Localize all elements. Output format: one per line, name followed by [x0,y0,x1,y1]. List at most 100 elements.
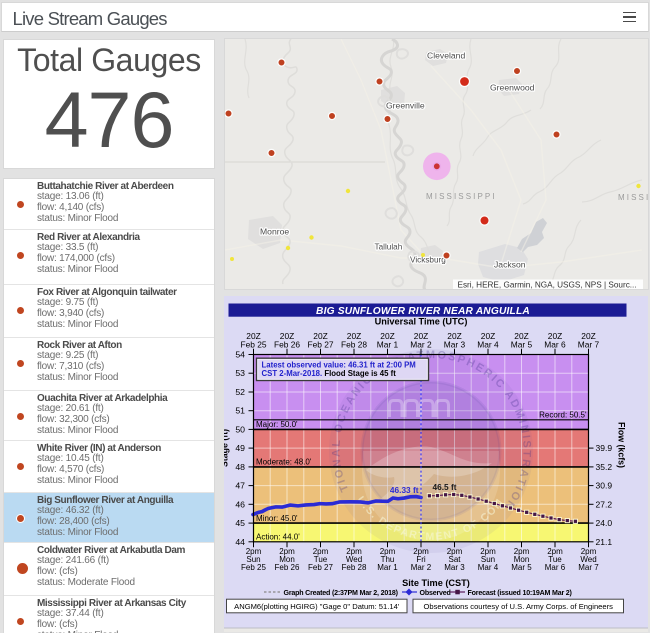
svg-text:20Z: 20Z [280,331,294,341]
svg-text:Feb 26: Feb 26 [274,339,300,349]
svg-text:20Z: 20Z [481,331,495,341]
svg-text:2pm: 2pm [380,547,396,556]
svg-text:Mar 1: Mar 1 [377,339,399,349]
svg-text:20Z: 20Z [548,331,562,341]
svg-text:20Z: 20Z [414,331,428,341]
svg-text:Greenwood: Greenwood [490,83,535,93]
svg-text:52: 52 [235,387,245,397]
svg-text:Feb 26: Feb 26 [275,563,300,572]
svg-text:20Z: 20Z [380,331,394,341]
svg-text:35.2: 35.2 [596,462,613,472]
svg-text:2pm: 2pm [480,547,496,556]
svg-text:Mar 2: Mar 2 [411,563,432,572]
svg-text:MISSISSIPPI: MISSISSIPPI [426,192,497,201]
svg-text:Vicksburg: Vicksburg [410,256,446,265]
svg-text:Mar 3: Mar 3 [444,563,465,572]
svg-text:Major: 50.0': Major: 50.0' [256,420,298,429]
svg-text:20Z: 20Z [447,331,461,341]
svg-text:46.33 ft: 46.33 ft [390,485,419,495]
svg-text:51: 51 [235,406,245,416]
svg-text:46.5 ft: 46.5 ft [433,482,457,492]
svg-text:Sun: Sun [246,555,260,564]
svg-text:Feb 28: Feb 28 [341,339,367,349]
svg-text:Feb 27: Feb 27 [308,563,333,572]
svg-text:20Z: 20Z [246,331,260,341]
svg-text:BIG SUNFLOWER RIVER NEAR ANGUI: BIG SUNFLOWER RIVER NEAR ANGUILLA [316,306,530,317]
svg-text:Flow (kcfs): Flow (kcfs) [617,422,627,468]
svg-text:20Z: 20Z [514,331,528,341]
svg-text:Mar 2: Mar 2 [410,339,432,349]
svg-text:20Z: 20Z [347,331,361,341]
svg-text:44: 44 [235,537,245,547]
svg-text:Wed: Wed [580,555,596,564]
svg-text:53: 53 [235,368,245,378]
svg-text:Action: 44.0': Action: 44.0' [256,533,300,542]
svg-text:Graph Created (2:37PM Mar 2, 2: Graph Created (2:37PM Mar 2, 2018) [284,589,399,597]
svg-text:Greenville: Greenville [386,101,425,111]
svg-text:CST 2-Mar-2018. Flood Stage i: CST 2-Mar-2018. Flood Stage is 45 ft [262,369,397,378]
svg-text:2pm: 2pm [346,547,362,556]
svg-text:24.0: 24.0 [596,518,613,528]
svg-text:Mon: Mon [279,555,295,564]
svg-text:Thu: Thu [381,555,395,564]
svg-text:30.9: 30.9 [596,481,613,491]
svg-text:20Z: 20Z [581,331,595,341]
svg-text:ANGM6(plotting HGIRG) "Gage 0": ANGM6(plotting HGIRG) "Gage 0" Datum: 51… [234,602,400,611]
svg-text:Site Time (CST): Site Time (CST) [402,578,470,588]
svg-text:Minor: 45.0': Minor: 45.0' [256,514,298,523]
svg-text:2pm: 2pm [246,547,262,556]
svg-text:Mar 5: Mar 5 [511,339,533,349]
svg-text:39.9: 39.9 [596,443,613,453]
svg-text:Cleveland: Cleveland [427,51,465,61]
svg-text:Fri: Fri [416,555,426,564]
svg-text:Mar 7: Mar 7 [578,563,599,572]
svg-text:Feb 25: Feb 25 [241,563,266,572]
svg-text:Mar 6: Mar 6 [544,339,566,349]
svg-text:2pm: 2pm [313,547,329,556]
svg-text:Mar 4: Mar 4 [478,563,499,572]
svg-text:Observations courtesy of U.S.: Observations courtesy of U.S. Army Corps… [423,602,613,611]
svg-text:Mon: Mon [514,555,530,564]
svg-text:27.2: 27.2 [596,499,613,509]
svg-text:Esri, HERE, Garmin, NGA, USGS,: Esri, HERE, Garmin, NGA, USGS, NPS | Sou… [458,281,637,290]
svg-text:Mar 4: Mar 4 [477,339,499,349]
svg-text:20Z: 20Z [313,331,327,341]
svg-text:Observed: Observed [420,589,451,597]
svg-text:49: 49 [235,443,245,453]
svg-text:Mar 7: Mar 7 [578,339,600,349]
svg-text:Feb 28: Feb 28 [342,563,367,572]
svg-text:Tue: Tue [314,555,328,564]
svg-text:Wed: Wed [346,555,362,564]
svg-text:2pm: 2pm [547,547,563,556]
svg-text:2pm: 2pm [413,547,429,556]
svg-text:Mar 5: Mar 5 [511,563,532,572]
svg-text:Feb 25: Feb 25 [240,339,266,349]
svg-text:Monroe: Monroe [260,227,289,237]
svg-text:Tallulah: Tallulah [375,243,403,252]
svg-text:Moderate: 48.0': Moderate: 48.0' [256,458,312,467]
svg-text:2pm: 2pm [514,547,530,556]
svg-text:Feb 27: Feb 27 [307,339,333,349]
svg-text:2pm: 2pm [279,547,295,556]
svg-text:MISSISS: MISSISS [618,193,648,202]
svg-text:46: 46 [235,499,245,509]
svg-text:48: 48 [235,462,245,472]
svg-text:2pm: 2pm [447,547,463,556]
svg-text:Universal Time (UTC): Universal Time (UTC) [375,317,468,327]
svg-text:Record: 50.5': Record: 50.5' [539,410,587,419]
svg-text:45: 45 [235,518,245,528]
svg-text:21.1: 21.1 [596,537,613,547]
svg-text:Mar 6: Mar 6 [545,563,566,572]
svg-text:Sun: Sun [481,555,495,564]
svg-text:Stage (ft): Stage (ft) [224,429,230,467]
svg-text:Latest observed value: 46.31: Latest observed value: 46.31 ft at 2:00 … [262,360,416,369]
svg-text:Forecast (issued 10:19AM Mar 2: Forecast (issued 10:19AM Mar 2) [468,589,573,597]
svg-text:Sat: Sat [448,555,461,564]
svg-text:47: 47 [235,481,245,491]
svg-text:Jackson: Jackson [494,260,526,270]
svg-text:Tue: Tue [548,555,562,564]
svg-text:50: 50 [235,424,245,434]
svg-text:54: 54 [235,350,245,360]
svg-text:Mar 1: Mar 1 [377,563,398,572]
svg-text:2pm: 2pm [581,547,597,556]
